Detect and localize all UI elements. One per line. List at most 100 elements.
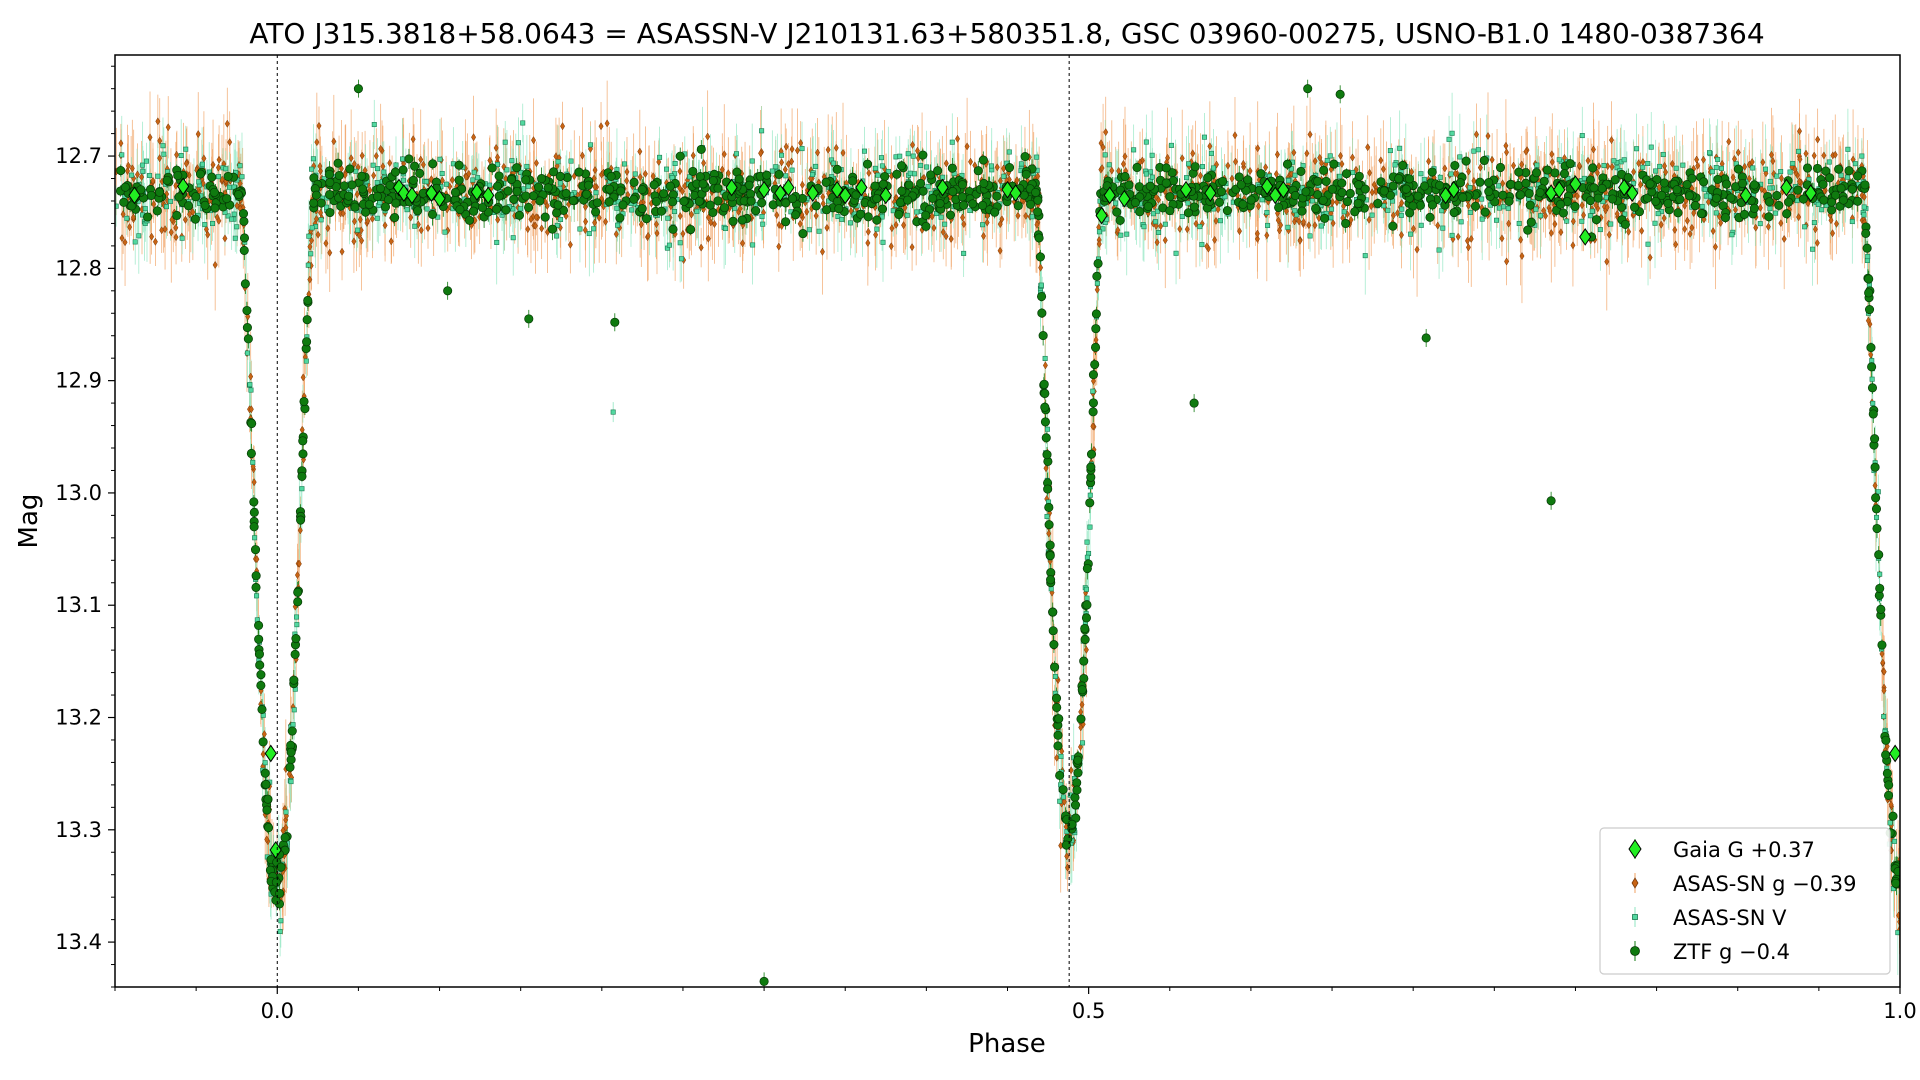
point-asassn-g xyxy=(533,213,539,222)
point-asassn-g xyxy=(307,242,313,251)
point-asassn-g xyxy=(316,121,322,130)
point-asassn-g xyxy=(943,232,949,241)
point-asassn-g xyxy=(1701,215,1707,224)
point-asassn-g xyxy=(1543,211,1549,220)
point-asassn-g xyxy=(825,145,831,154)
point-asassn-g xyxy=(940,228,946,237)
point-asassn-g xyxy=(997,246,1003,255)
point-asassn-g xyxy=(1090,376,1096,386)
point-asassn-g xyxy=(1452,169,1458,178)
point-asassn-g xyxy=(1304,149,1310,158)
point-asassn-g xyxy=(1626,227,1632,236)
point-asassn-g xyxy=(1896,911,1900,920)
point-asassn-g xyxy=(283,823,289,832)
point-asassn-g xyxy=(1500,179,1506,188)
point-asassn-g xyxy=(624,176,630,185)
point-asassn-g xyxy=(200,179,206,188)
point-asassn-g xyxy=(1730,173,1736,182)
point-asassn-g xyxy=(1765,222,1771,231)
point-asassn-g xyxy=(1695,161,1701,170)
point-asassn-g xyxy=(1694,155,1700,164)
point-asassn-g xyxy=(1726,137,1732,146)
point-asassn-g xyxy=(1184,225,1190,234)
point-asassn-g xyxy=(528,215,534,224)
point-asassn-g xyxy=(889,224,895,233)
point-asassn-g xyxy=(815,148,821,157)
point-asassn-g xyxy=(1881,686,1887,695)
point-asassn-g xyxy=(544,201,550,210)
point-asassn-g xyxy=(1179,154,1185,163)
point-asassn-g xyxy=(254,555,260,564)
point-asassn-g xyxy=(533,158,539,168)
point-asassn-g xyxy=(955,134,961,143)
point-asassn-g xyxy=(721,150,727,159)
point-asassn-g xyxy=(531,198,537,207)
point-asassn-g xyxy=(1712,242,1718,251)
point-asassn-g xyxy=(388,237,394,246)
point-asassn-g xyxy=(1378,156,1384,165)
point-asassn-g xyxy=(964,142,970,151)
point-asassn-g xyxy=(1177,224,1183,234)
point-asassn-g xyxy=(1662,161,1668,171)
point-asassn-g xyxy=(794,146,800,155)
point-asassn-g xyxy=(1190,149,1196,158)
point-asassn-g xyxy=(251,478,257,487)
point-asassn-g xyxy=(297,526,303,535)
point-asassn-g xyxy=(250,462,256,471)
point-asassn-g xyxy=(1682,224,1688,234)
point-asassn-g xyxy=(901,221,907,230)
point-asassn-g xyxy=(656,157,662,167)
point-asassn-g xyxy=(776,242,782,251)
point-asassn-g xyxy=(1399,198,1405,208)
point-asassn-g xyxy=(1103,128,1109,137)
point-asassn-g xyxy=(1079,700,1085,709)
point-asassn-g xyxy=(1489,155,1495,164)
point-asassn-g xyxy=(866,169,872,178)
point-asassn-g xyxy=(1410,224,1416,233)
point-asassn-g xyxy=(493,143,499,153)
point-asassn-g xyxy=(1639,226,1645,235)
point-asassn-g xyxy=(1120,159,1126,169)
point-asassn-g xyxy=(1197,171,1203,180)
point-asassn-g xyxy=(1880,658,1886,667)
point-asassn-g xyxy=(1705,197,1711,207)
point-asassn-g xyxy=(582,202,588,212)
point-asassn-g xyxy=(1473,130,1479,139)
point-asassn-g xyxy=(598,122,604,131)
point-asassn-g xyxy=(1506,219,1512,228)
point-asassn-g xyxy=(1593,201,1599,210)
point-asassn-g xyxy=(1581,211,1587,220)
point-asassn-g xyxy=(155,117,161,126)
point-asassn-g xyxy=(1043,464,1049,473)
point-asassn-g xyxy=(624,167,630,176)
point-asassn-g xyxy=(359,151,365,160)
point-asassn-g xyxy=(351,217,357,226)
point-asassn-g xyxy=(1232,131,1238,140)
point-asassn-g xyxy=(637,173,643,182)
point-asassn-g xyxy=(819,247,825,256)
point-asassn-g xyxy=(315,230,321,239)
point-asassn-g xyxy=(1023,211,1029,220)
point-asassn-g xyxy=(1367,168,1373,177)
point-asassn-g xyxy=(1814,238,1820,248)
point-asassn-g xyxy=(579,151,585,160)
point-asassn-g xyxy=(613,230,619,239)
point-asassn-g xyxy=(1122,152,1128,161)
point-asassn-g xyxy=(248,372,254,381)
point-asassn-g xyxy=(264,835,270,844)
point-asassn-g xyxy=(583,217,589,226)
point-asassn-g xyxy=(174,150,180,159)
point-asassn-g xyxy=(1606,230,1612,239)
point-asassn-g xyxy=(314,138,320,147)
point-asassn-g xyxy=(294,570,300,580)
point-asassn-g xyxy=(997,220,1003,229)
point-asassn-g xyxy=(164,190,170,199)
point-asassn-g xyxy=(690,151,696,160)
point-asassn-g xyxy=(1830,229,1836,238)
point-asassn-g xyxy=(1585,156,1591,165)
point-asassn-g xyxy=(354,190,360,199)
point-asassn-g xyxy=(1047,509,1053,518)
point-asassn-g xyxy=(1541,206,1547,215)
point-asassn-g xyxy=(1296,217,1302,226)
